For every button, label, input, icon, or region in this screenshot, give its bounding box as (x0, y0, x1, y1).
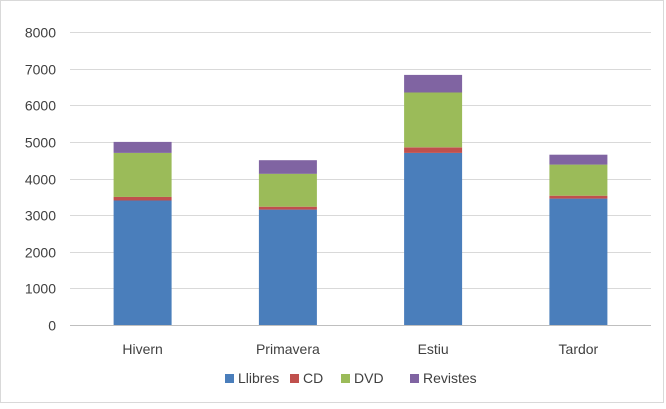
bar-segment-cd-tardor (549, 195, 608, 199)
x-tick-label: Primavera (256, 341, 320, 357)
bar-segment-revistes-tardor (549, 154, 608, 165)
y-tick-label: 5000 (25, 135, 56, 151)
legend: Llibres CD DVD Revistes (225, 370, 477, 386)
legend-swatch-dvd (341, 374, 350, 383)
y-tick-label: 1000 (25, 281, 56, 297)
bar-segment-llibres-primavera (258, 209, 317, 325)
x-tick-label: Estiu (418, 341, 449, 357)
bar-segment-revistes-primavera (258, 160, 317, 174)
legend-swatch-cd (290, 374, 299, 383)
legend-label-llibres: Llibres (238, 370, 279, 386)
bar-segment-cd-estiu (404, 147, 463, 153)
bar-segment-llibres-hivern (113, 200, 172, 325)
x-tick-label: Tardor (559, 341, 599, 357)
legend-label-dvd: DVD (354, 370, 384, 386)
y-tick-label: 6000 (25, 98, 56, 114)
bar-segment-cd-primavera (258, 206, 317, 210)
bar-segment-dvd-tardor (549, 164, 608, 196)
bars (113, 74, 608, 325)
bar-segment-revistes-estiu (404, 74, 463, 93)
y-tick-label: 2000 (25, 245, 56, 261)
bar-segment-dvd-primavera (258, 173, 317, 207)
bar-segment-dvd-hivern (113, 152, 172, 197)
y-tick-label: 7000 (25, 62, 56, 78)
legend-swatch-llibres (225, 374, 234, 383)
bar-segment-llibres-tardor (549, 198, 608, 325)
axes: 0 1000 2000 3000 4000 5000 6000 7000 8000 Hivern P… (25, 25, 651, 357)
bar-segment-cd-hivern (113, 196, 172, 201)
legend-label-revistes: Revistes (423, 370, 477, 386)
legend-swatch-revistes (410, 374, 419, 383)
y-tick-label: 3000 (25, 208, 56, 224)
bar-segment-revistes-hivern (113, 141, 172, 153)
y-tick-label: 8000 (25, 25, 56, 41)
x-tick-label: Hivern (122, 341, 162, 357)
bar-segment-llibres-estiu (404, 152, 463, 325)
bar-segment-dvd-estiu (404, 92, 463, 148)
y-tick-label: 4000 (25, 172, 56, 188)
y-tick-label: 0 (48, 318, 56, 334)
legend-label-cd: CD (303, 370, 323, 386)
